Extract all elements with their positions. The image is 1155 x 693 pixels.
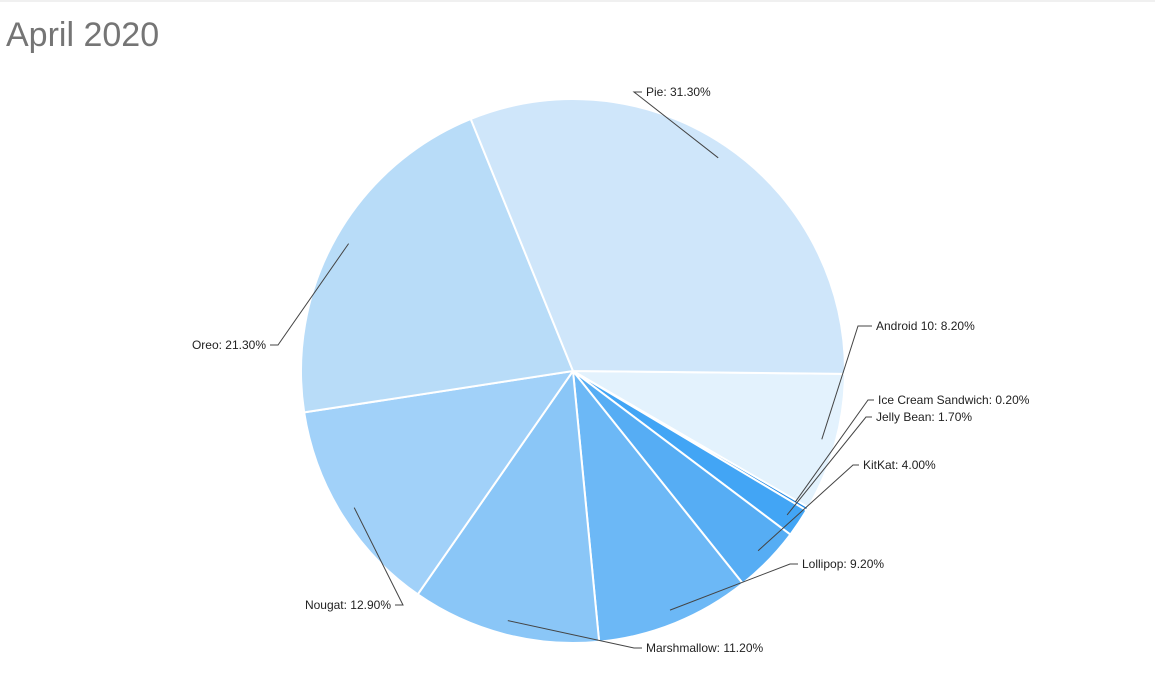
slice-label-oreo: Oreo: 21.30% [192, 338, 266, 352]
top-border [0, 0, 1155, 2]
leader-line-kitkat [757, 464, 859, 552]
pie-slices [300, 98, 847, 644]
leader-line-android-10 [821, 325, 872, 440]
leader-line-lollipop [669, 563, 798, 611]
leader-line-nougat [353, 507, 404, 606]
pie-slice-lollipop[interactable] [571, 367, 745, 643]
leader-line-marshmallow [507, 620, 642, 649]
pie-slice-pie[interactable] [469, 98, 846, 375]
leader-line-oreo [270, 243, 350, 346]
pie-slice-oreo[interactable] [300, 117, 575, 414]
slice-label-ice-cream-sandwich: Ice Cream Sandwich: 0.20% [878, 393, 1030, 407]
pie-slice-nougat[interactable] [303, 369, 576, 596]
slice-label-marshmallow: Marshmallow: 11.20% [646, 641, 763, 655]
pie-slice-marshmallow[interactable] [416, 368, 601, 644]
leader-line-ice-cream-sandwich [794, 399, 874, 503]
chart-title: April 2020 [6, 16, 160, 54]
leader-line-pie [632, 91, 719, 159]
slice-label-nougat: Nougat: 12.90% [305, 598, 391, 612]
leader-line-jelly-bean [786, 416, 872, 516]
pie-leader-lines [270, 91, 874, 649]
slice-label-android-10: Android 10: 8.20% [876, 319, 975, 333]
slice-label-lollipop: Lollipop: 9.20% [802, 557, 884, 571]
pie-slice-android-10[interactable] [569, 369, 847, 509]
slice-label-pie: Pie: 31.30% [646, 85, 711, 99]
slice-label-jelly-bean: Jelly Bean: 1.70% [876, 410, 972, 424]
pie-labels: Android 10: 8.20% Ice Cream Sandwich: 0.2… [192, 85, 1030, 655]
slice-label-kitkat: KitKat: 4.00% [863, 458, 936, 472]
